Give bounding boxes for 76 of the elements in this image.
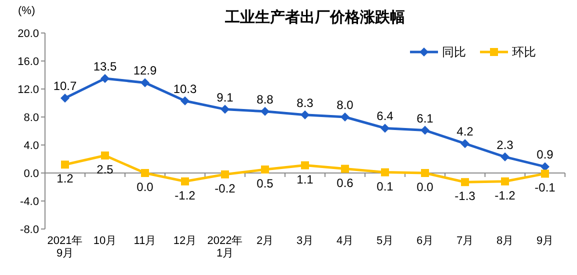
y-tick-label: 4.0 bbox=[24, 140, 39, 152]
point bbox=[141, 169, 149, 177]
data-label: -0.2 bbox=[214, 181, 236, 196]
x-tick-label: 2021年 9月 bbox=[47, 235, 83, 260]
point bbox=[180, 96, 190, 106]
point bbox=[181, 177, 189, 186]
data-label: 8.0 bbox=[336, 98, 354, 112]
x-tick-label: 2022年 1月 bbox=[207, 235, 243, 260]
x-tick-label: 6月 bbox=[416, 235, 434, 247]
x-tick-label: 5月 bbox=[376, 235, 394, 247]
point bbox=[261, 166, 269, 174]
data-label: 0.0 bbox=[416, 180, 434, 194]
x-tick-label: 12月 bbox=[173, 235, 197, 247]
data-label: 8.3 bbox=[296, 96, 314, 110]
point bbox=[421, 169, 429, 177]
point bbox=[340, 112, 350, 122]
point bbox=[501, 177, 509, 186]
data-label: 10.3 bbox=[173, 82, 197, 96]
point bbox=[61, 160, 69, 169]
y-tick-label: 12.0 bbox=[18, 84, 39, 96]
data-label: 0.5 bbox=[256, 176, 274, 190]
data-label: 0.6 bbox=[336, 176, 354, 190]
point bbox=[500, 152, 510, 162]
point bbox=[381, 168, 389, 176]
data-label: 10.7 bbox=[53, 79, 77, 94]
point bbox=[420, 126, 430, 135]
point bbox=[221, 170, 229, 178]
data-label: 2.5 bbox=[96, 162, 114, 176]
x-tick-label: 11月 bbox=[134, 235, 156, 247]
legend-label: 环比 bbox=[512, 45, 536, 59]
point bbox=[220, 104, 230, 114]
data-label: 8.8 bbox=[256, 92, 274, 106]
point bbox=[341, 164, 349, 173]
data-label: 9.1 bbox=[216, 90, 234, 104]
x-tick-label: 10月 bbox=[93, 235, 117, 247]
data-label: 1.1 bbox=[296, 172, 314, 186]
legend-label: 同比 bbox=[442, 45, 466, 59]
x-tick-label: 7月 bbox=[456, 235, 474, 247]
y-tick-label: 20.0 bbox=[18, 28, 39, 40]
point bbox=[460, 139, 470, 148]
data-label: -0.1 bbox=[534, 180, 556, 195]
data-label: 6.1 bbox=[416, 111, 434, 126]
y-axis-title: (%) bbox=[18, 5, 36, 17]
x-tick-label: 4月 bbox=[336, 235, 354, 247]
point bbox=[60, 94, 70, 103]
point bbox=[100, 74, 110, 83]
point bbox=[461, 178, 469, 186]
x-tick-label: 3月 bbox=[296, 235, 314, 247]
data-label: -1.2 bbox=[174, 188, 196, 202]
data-label: -1.3 bbox=[454, 189, 476, 204]
y-tick-label: 16.0 bbox=[18, 56, 39, 68]
point bbox=[140, 78, 150, 88]
point bbox=[380, 124, 390, 133]
data-label: 13.5 bbox=[93, 60, 117, 74]
data-label: 0.1 bbox=[376, 179, 394, 194]
point bbox=[101, 152, 109, 160]
data-label: 2.3 bbox=[496, 138, 514, 152]
chart-title: 工业生产者出厂价格涨跌幅 bbox=[224, 9, 405, 26]
point bbox=[541, 170, 549, 178]
y-tick-label: 0.0 bbox=[24, 168, 39, 180]
x-tick-label: 8月 bbox=[496, 235, 514, 247]
y-tick-label: -8.0 bbox=[20, 224, 39, 236]
data-label: 0.9 bbox=[536, 148, 554, 162]
data-label: 6.4 bbox=[376, 109, 394, 124]
data-label: 1.2 bbox=[56, 172, 74, 186]
data-label: 4.2 bbox=[456, 124, 474, 139]
x-tick-label: 2月 bbox=[256, 235, 274, 247]
data-label: 0.0 bbox=[136, 180, 154, 194]
point bbox=[260, 106, 270, 116]
x-tick-label: 9月 bbox=[536, 235, 554, 247]
y-tick-label: 8.0 bbox=[24, 112, 39, 124]
point bbox=[300, 110, 310, 120]
y-tick-label: -4.0 bbox=[20, 196, 39, 208]
point bbox=[301, 161, 309, 170]
data-label: 12.9 bbox=[133, 64, 157, 78]
data-label: -1.2 bbox=[494, 188, 516, 202]
